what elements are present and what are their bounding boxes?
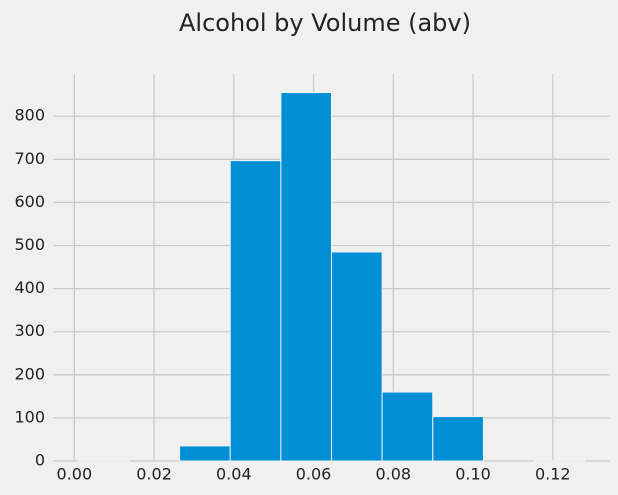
x-tick-label: 0.04 <box>216 465 252 484</box>
x-tick-label: 0.00 <box>57 465 93 484</box>
y-tick-label: 300 <box>14 321 45 340</box>
bar <box>331 251 383 462</box>
x-tick-label: 0.08 <box>375 465 411 484</box>
y-tick-label: 200 <box>14 364 45 383</box>
y-tick-label: 600 <box>14 192 45 211</box>
x-tick-label: 0.02 <box>136 465 172 484</box>
y-tick-label: 0 <box>35 451 45 470</box>
y-tick-label: 500 <box>14 235 45 254</box>
bar <box>432 416 484 462</box>
x-tick-label: 0.12 <box>535 465 571 484</box>
bar <box>179 445 231 462</box>
x-tick-label: 0.06 <box>296 465 332 484</box>
bar <box>229 160 282 462</box>
y-tick-label: 800 <box>14 106 45 125</box>
y-tick-label: 700 <box>14 149 45 168</box>
y-tick-label: 100 <box>14 407 45 426</box>
y-tick-label: 400 <box>14 278 45 297</box>
chart-title: Alcohol by Volume (abv) <box>179 9 471 37</box>
bar <box>381 391 434 462</box>
x-tick-label: 0.10 <box>455 465 491 484</box>
bar <box>280 92 333 462</box>
